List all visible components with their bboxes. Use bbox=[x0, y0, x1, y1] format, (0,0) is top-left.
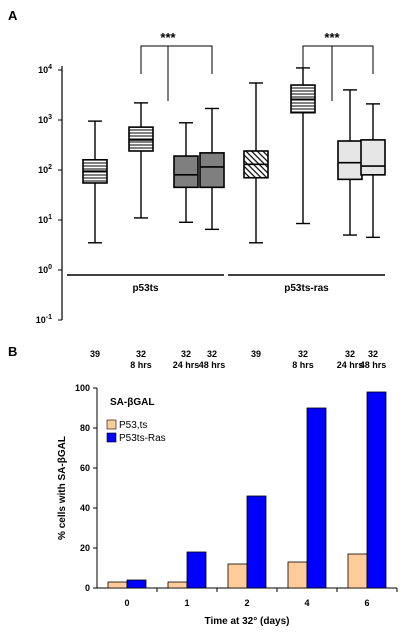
y-tick-label: 104 bbox=[38, 64, 52, 75]
x-tick-label: 6 bbox=[364, 598, 369, 608]
y-tick-label: 100 bbox=[38, 264, 52, 275]
bar-p53ts-ras bbox=[306, 407, 327, 589]
x-axis-label: Time at 32° (days) bbox=[205, 616, 290, 627]
y-tick-exponent: 0 bbox=[48, 264, 52, 271]
inset-title: SA-βGAL bbox=[110, 397, 154, 408]
x-tick-label-temp: 32 bbox=[345, 349, 355, 359]
y-axis-label: % cells with SA-βGAL bbox=[57, 436, 68, 540]
significance-bracket bbox=[140, 45, 213, 74]
y-tick-exponent: 3 bbox=[48, 114, 52, 121]
box-body bbox=[128, 126, 154, 152]
x-tick-label-time: 8 hrs bbox=[130, 360, 152, 370]
x-tick-label-time: 8 hrs bbox=[292, 360, 314, 370]
box-4 bbox=[243, 82, 269, 244]
box-0 bbox=[82, 120, 108, 244]
y-tick-label: 60 bbox=[80, 463, 90, 473]
y-tick-base: 10 bbox=[38, 215, 48, 225]
y-tick-label: 101 bbox=[38, 214, 52, 225]
x-tick-label-temp: 32 bbox=[181, 349, 191, 359]
bar-p53ts bbox=[227, 563, 248, 589]
box-body bbox=[173, 155, 199, 189]
bar-p53ts-ras bbox=[246, 495, 267, 589]
legend-label: P53ts-Ras bbox=[119, 433, 166, 444]
bar-p53ts bbox=[167, 581, 188, 589]
y-tick-label: 0 bbox=[85, 583, 90, 593]
x-tick-label: 4 bbox=[304, 598, 309, 608]
y-tick-label: 40 bbox=[80, 503, 90, 513]
box-body bbox=[360, 139, 386, 176]
bar-p53ts-ras bbox=[366, 391, 387, 589]
box-7 bbox=[360, 103, 386, 239]
x-tick-label-temp: 32 bbox=[298, 349, 308, 359]
x-tick-label-time: 48 hrs bbox=[199, 360, 226, 370]
x-tick-label: 1 bbox=[184, 598, 189, 608]
y-tick-exponent: 4 bbox=[48, 64, 52, 71]
box-6 bbox=[337, 89, 363, 236]
x-tick-label: 2 bbox=[244, 598, 249, 608]
y-tick-base: 10 bbox=[38, 65, 48, 75]
box-body bbox=[199, 152, 225, 189]
y-tick-label: 20 bbox=[80, 543, 90, 553]
y-tick-exponent: 1 bbox=[48, 214, 52, 221]
y-tick-label: 100 bbox=[75, 383, 90, 393]
y-tick-base: 10 bbox=[38, 265, 48, 275]
y-tick-label: 102 bbox=[38, 164, 52, 175]
bar-p53ts bbox=[347, 553, 368, 589]
x-tick-label-temp: 39 bbox=[251, 349, 261, 359]
significance-bracket bbox=[302, 45, 374, 74]
y-tick-base: 10 bbox=[38, 115, 48, 125]
bar-p53ts bbox=[107, 581, 128, 589]
y-tick-label: 80 bbox=[80, 423, 90, 433]
panel-b-label: B bbox=[8, 344, 17, 359]
y-tick-label: 10-1 bbox=[36, 314, 52, 325]
box-2 bbox=[173, 122, 199, 223]
y-tick-base: 10 bbox=[36, 315, 46, 325]
x-tick-label-temp: 32 bbox=[207, 349, 217, 359]
box-body bbox=[337, 140, 363, 181]
box-5 bbox=[290, 67, 316, 225]
group-label: p53ts bbox=[132, 283, 159, 294]
x-tick-label: 0 bbox=[124, 598, 129, 608]
x-tick-label-temp: 32 bbox=[368, 349, 378, 359]
box-3 bbox=[199, 107, 225, 231]
legend-swatch bbox=[106, 419, 117, 430]
significance-label: *** bbox=[160, 30, 176, 45]
panel-a-label: A bbox=[8, 8, 18, 23]
x-tick-label-temp: 39 bbox=[90, 349, 100, 359]
bar-p53ts-ras bbox=[126, 579, 147, 589]
y-tick-base: 10 bbox=[38, 165, 48, 175]
x-tick-label-temp: 32 bbox=[136, 349, 146, 359]
group-label: p53ts-ras bbox=[284, 283, 329, 294]
bar-p53ts bbox=[287, 561, 308, 589]
legend-swatch bbox=[106, 432, 117, 443]
panel-b-bar-chart: 0 20 40 60 80 100 0 1 2 4 6 SA-βGAL P53,ts P53ts-Ras T… bbox=[57, 383, 398, 627]
y-tick-exponent: 2 bbox=[48, 164, 52, 171]
bar-p53ts-ras bbox=[186, 551, 207, 589]
significance-label: *** bbox=[324, 30, 340, 45]
x-tick-label-time: 24 hrs bbox=[173, 360, 200, 370]
legend-label: P53,ts bbox=[119, 420, 147, 431]
x-tick-label-time: 48 hrs bbox=[360, 360, 387, 370]
y-tick-exponent: -1 bbox=[46, 314, 52, 321]
y-tick-label: 103 bbox=[38, 114, 52, 125]
x-tick-label-time: 24 hrs bbox=[337, 360, 364, 370]
box-1 bbox=[128, 102, 154, 219]
